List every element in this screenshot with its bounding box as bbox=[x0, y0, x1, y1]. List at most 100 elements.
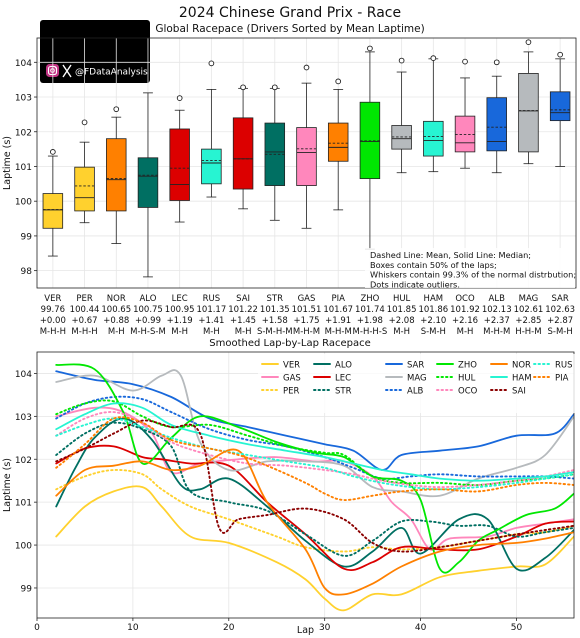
boxplot-ytick-label: 99 bbox=[21, 232, 33, 242]
driver-tyres-label: M-H-M bbox=[325, 327, 352, 337]
driver-gap-label: +1.98 bbox=[357, 316, 383, 326]
series-line-lec bbox=[55, 444, 574, 572]
driver-code-label: SAI bbox=[236, 294, 250, 304]
driver-mean-label: 100.65 bbox=[101, 305, 131, 315]
driver-gap-label: +1.41 bbox=[198, 316, 224, 326]
box-outlier-dot bbox=[240, 84, 246, 91]
box-outlier-dot bbox=[557, 51, 563, 58]
driver-tyres-label: M-H bbox=[393, 327, 410, 337]
driver-code-label: STR bbox=[267, 294, 284, 304]
driver-code-label: OCO bbox=[455, 294, 475, 304]
series-line-oco bbox=[55, 411, 574, 489]
driver-mean-label: 100.95 bbox=[165, 305, 195, 315]
legend-label-mag: MAG bbox=[407, 373, 427, 383]
driver-mean-label: 101.22 bbox=[228, 305, 258, 315]
driver-tyres-label: M-H-H-S bbox=[353, 327, 388, 337]
driver-code-label: HUL bbox=[393, 294, 411, 304]
line-xtick-label: 20 bbox=[223, 623, 235, 633]
driver-code-label: PER bbox=[76, 294, 92, 304]
box-alb bbox=[486, 97, 507, 152]
driver-gap-label: +1.19 bbox=[167, 316, 193, 326]
driver-gap-label: +2.10 bbox=[420, 316, 446, 326]
box-outlier-dot bbox=[430, 55, 437, 61]
line-ylabel: Laptime (s) bbox=[2, 458, 13, 512]
driver-gap-label: +2.08 bbox=[389, 316, 415, 326]
line-ytick-label: 102 bbox=[15, 456, 32, 466]
driver-tyres-label: M-H bbox=[108, 327, 125, 337]
box-lec bbox=[169, 128, 190, 201]
line-ytick-label: 100 bbox=[15, 542, 32, 552]
box-per bbox=[74, 166, 95, 212]
line-xlabel: Lap bbox=[297, 625, 314, 636]
driver-mean-label: 101.74 bbox=[355, 305, 385, 315]
driver-gap-label: +0.88 bbox=[103, 316, 129, 326]
legend-label-sar: SAR bbox=[407, 360, 424, 370]
box-outlier-dot bbox=[113, 106, 120, 113]
driver-tyres-label: M-H bbox=[171, 327, 188, 337]
driver-mean-label: 101.92 bbox=[450, 305, 480, 315]
legend-label-zho: ZHO bbox=[458, 360, 477, 370]
driver-gap-label: +1.75 bbox=[293, 316, 319, 326]
line-chart-legend: VER GAS PER ALO LEC STR SAR MAG ALB ZHO HUL OCO NOR H… bbox=[258, 354, 576, 413]
legend-label-nor: NOR bbox=[512, 360, 531, 370]
box-oco bbox=[454, 115, 476, 153]
driver-tyres-label: M-H-S-M bbox=[130, 327, 166, 337]
driver-tyres-label: S-M-H bbox=[421, 327, 446, 337]
legend-label-alo: ALO bbox=[335, 360, 352, 370]
box-outlier-dot bbox=[50, 149, 56, 155]
line-ytick-label: 101 bbox=[15, 499, 32, 509]
driver-code-label: VER bbox=[44, 294, 61, 304]
driver-mean-label: 100.44 bbox=[70, 305, 100, 315]
boxplot-ytick-label: 104 bbox=[15, 59, 32, 69]
boxplot-ytick-label: 101 bbox=[15, 163, 32, 173]
boxplot-note-line: Dashed Line: Mean, Solid Line: Median; bbox=[370, 250, 531, 260]
legend-label-lec: LEC bbox=[335, 373, 351, 383]
boxplot-ytick-label: 103 bbox=[15, 94, 32, 104]
boxplot-ylabel: Laptime (s) bbox=[2, 136, 13, 190]
driver-tyres-label: S-M-H bbox=[548, 327, 573, 337]
driver-code-label: NOR bbox=[107, 294, 126, 304]
legend-label-rus: RUS bbox=[555, 360, 573, 370]
series-line-sar bbox=[55, 370, 574, 471]
legend-label-per: PER bbox=[283, 386, 299, 396]
box-gas bbox=[296, 127, 317, 186]
driver-mean-label: 101.35 bbox=[260, 305, 290, 315]
line-ytick-label: 104 bbox=[15, 370, 32, 380]
driver-code-label: PIA bbox=[331, 294, 345, 304]
driver-mean-label: 101.51 bbox=[292, 305, 322, 315]
branding-handle: @FDataAnalysis bbox=[75, 68, 148, 78]
driver-tyres-label: M-H bbox=[457, 327, 474, 337]
box-outlier-dot bbox=[81, 119, 88, 126]
series-line-mag bbox=[55, 369, 574, 498]
driver-mean-label: 100.75 bbox=[133, 305, 163, 315]
boxplot-chart: 98 99 100 101 102 103 104 Laptime (s) bbox=[2, 37, 577, 289]
line-xtick-label: 40 bbox=[415, 623, 427, 633]
driver-code-label: HAM bbox=[424, 294, 444, 304]
driver-mean-label: 101.17 bbox=[197, 305, 227, 315]
box-sai bbox=[232, 117, 254, 190]
box-outlier-dot bbox=[176, 95, 183, 101]
legend-background bbox=[258, 354, 576, 413]
boxplot-note-line: Whiskers contain 99.3% of the normal dis… bbox=[370, 270, 576, 280]
series-line-per bbox=[55, 468, 574, 553]
driver-mean-label: 102.61 bbox=[514, 305, 544, 315]
series-line-nor bbox=[55, 448, 574, 596]
notes-background bbox=[365, 248, 575, 288]
driver-mean-label: 102.63 bbox=[545, 305, 575, 315]
branding-badge: @FDataAnalysis bbox=[40, 20, 150, 83]
legend-label-sai: SAI bbox=[512, 386, 526, 396]
boxplot-note-line: Boxes contain 50% of the laps; bbox=[370, 260, 497, 270]
box-ham bbox=[423, 120, 444, 157]
driver-code-label: MAG bbox=[519, 294, 539, 304]
driver-gap-label: +0.99 bbox=[135, 316, 161, 326]
legend-label-alb: ALB bbox=[407, 386, 424, 396]
box-outlier-dot bbox=[367, 45, 373, 52]
box-outlier-dot bbox=[271, 84, 278, 91]
series-line-str bbox=[55, 421, 574, 557]
driver-code-label: RUS bbox=[203, 294, 221, 304]
badge-background bbox=[40, 20, 150, 83]
driver-gap-label: +0.00 bbox=[40, 316, 66, 326]
legend-label-gas: GAS bbox=[283, 373, 301, 383]
legend-label-hul: HUL bbox=[458, 373, 476, 383]
boxplot-ytick-label: 100 bbox=[15, 198, 32, 208]
